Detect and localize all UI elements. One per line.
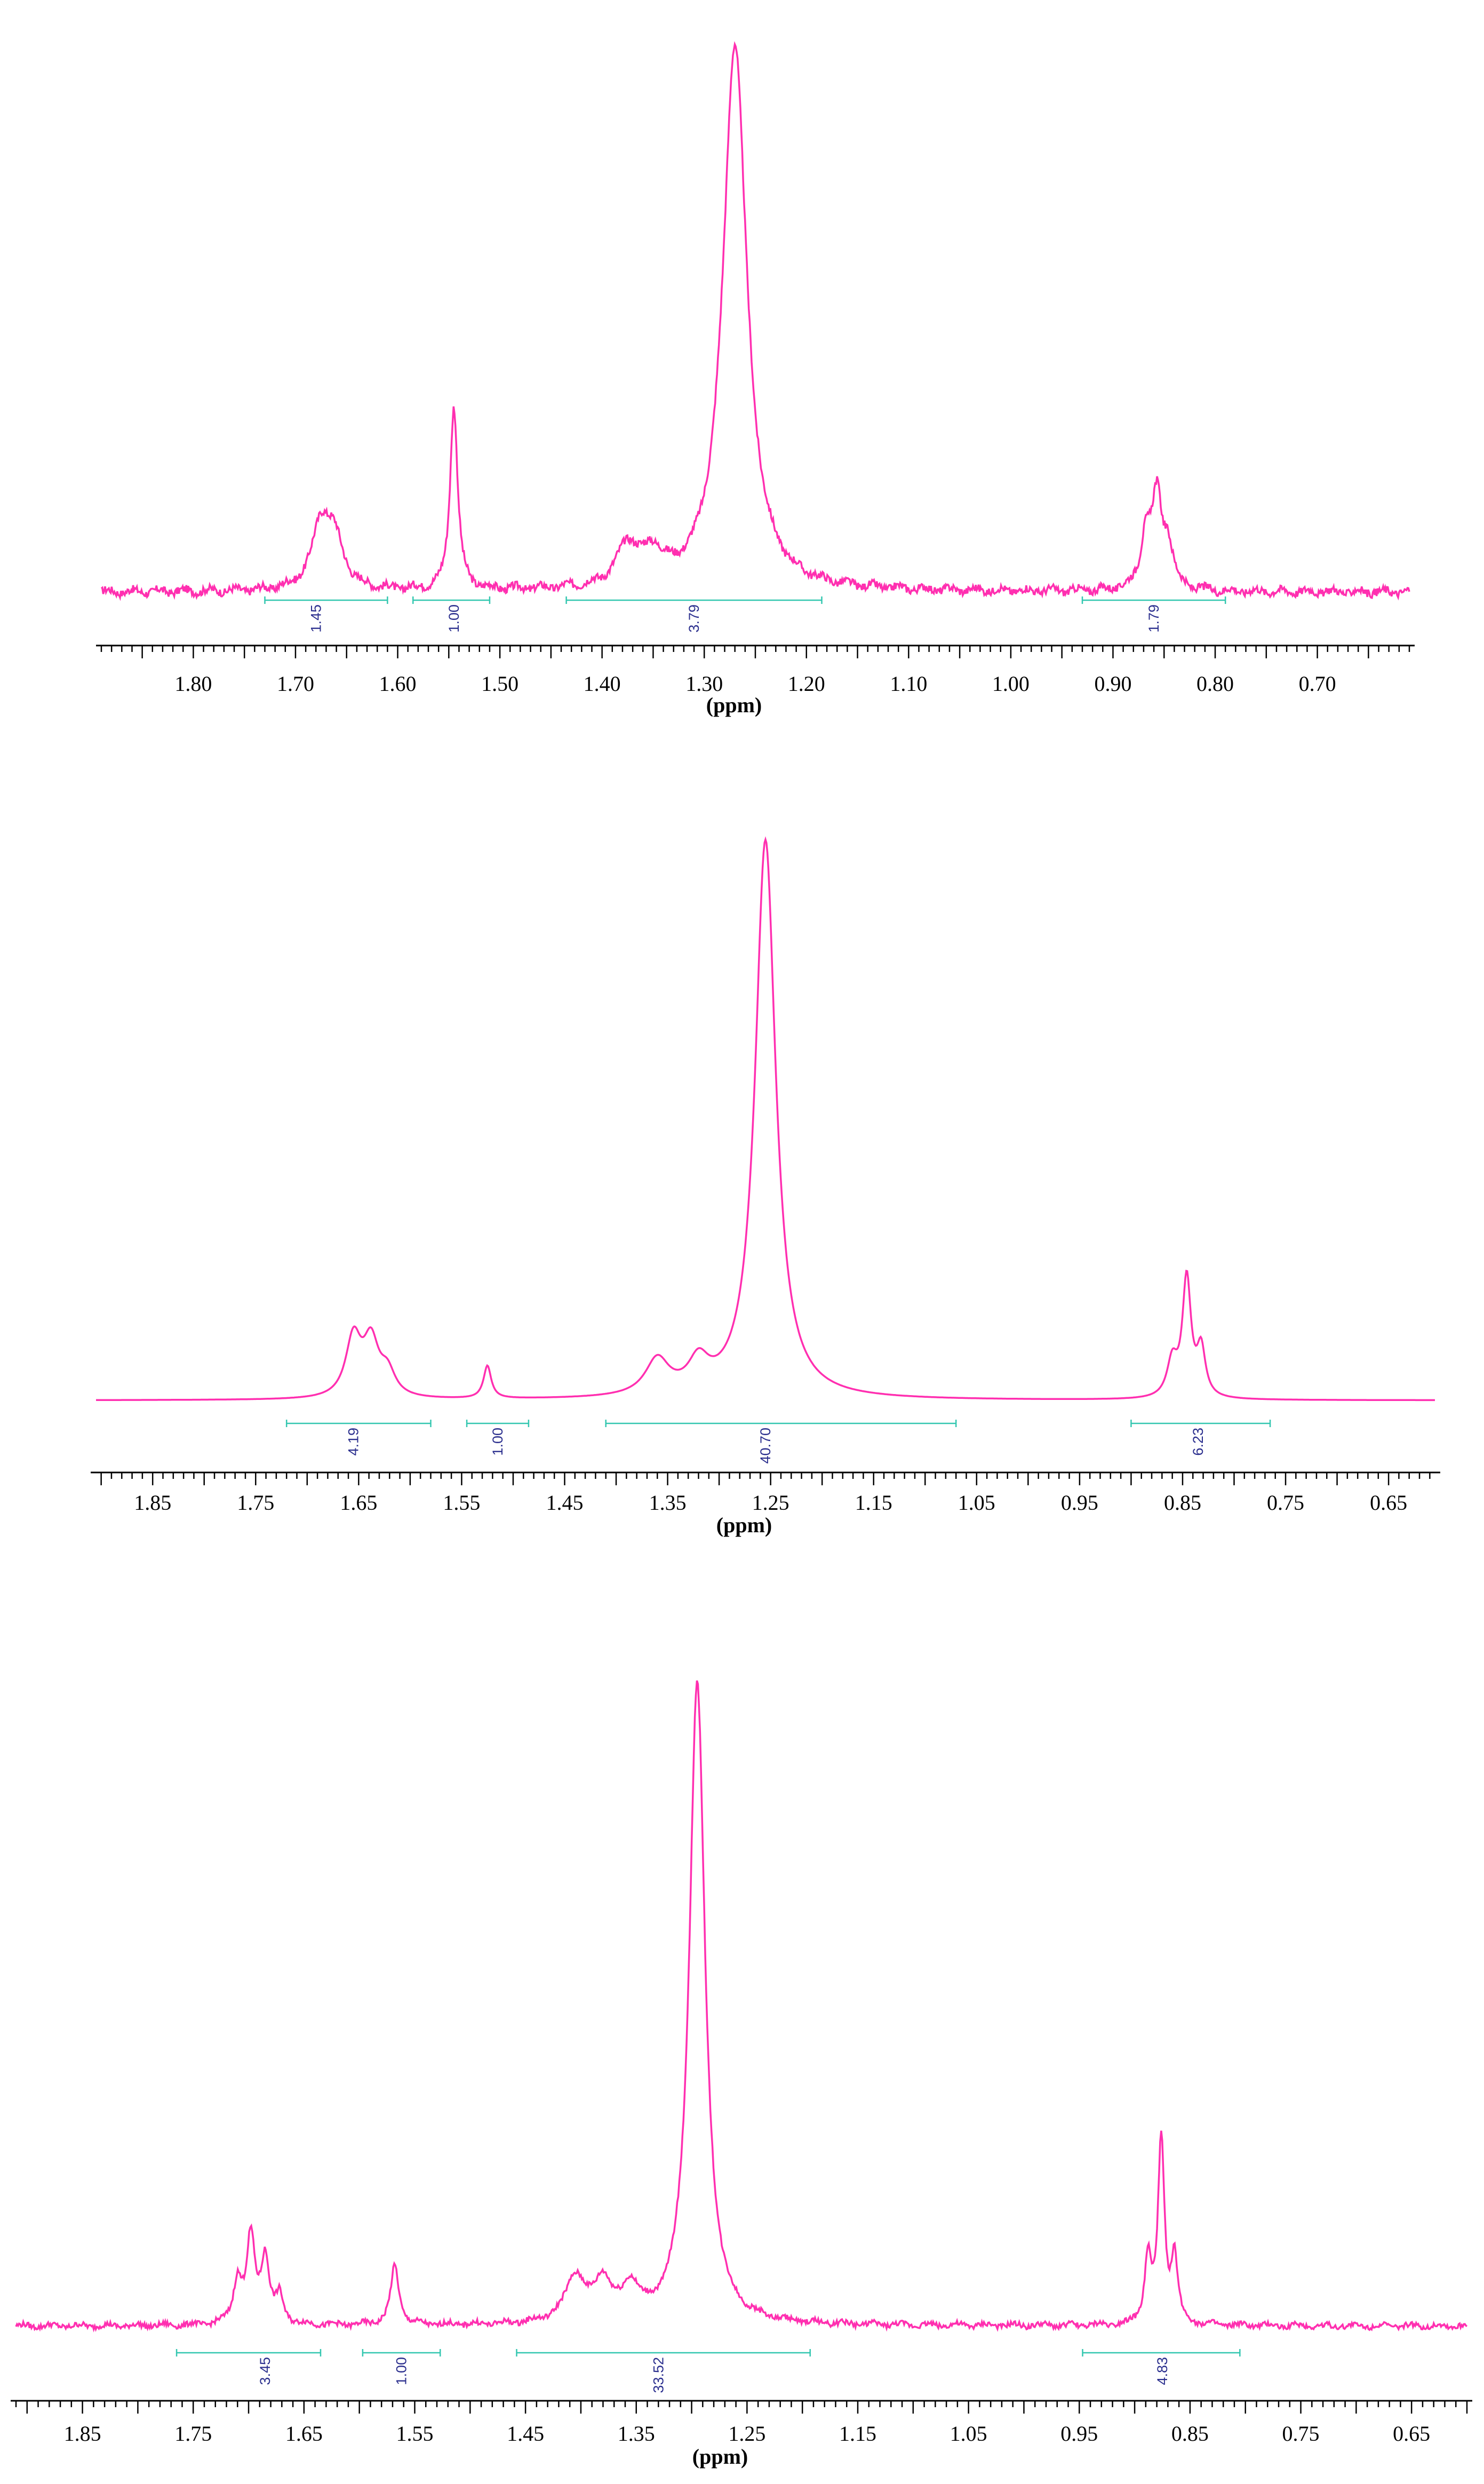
integral-value: 4.19 xyxy=(346,1428,362,1456)
x-tick-label: 1.45 xyxy=(546,1491,584,1515)
x-tick-label: 1.05 xyxy=(958,1491,995,1515)
x-tick-label: 0.75 xyxy=(1282,2422,1320,2446)
x-tick-label: 1.75 xyxy=(174,2422,212,2446)
spectrum-line xyxy=(96,836,1435,1402)
x-tick-label: 1.55 xyxy=(396,2422,433,2446)
integral-value: 3.79 xyxy=(686,604,702,633)
x-tick-label: 0.70 xyxy=(1299,672,1336,696)
x-tick-label: 0.65 xyxy=(1370,1491,1407,1515)
x-tick-label: 0.90 xyxy=(1094,672,1131,696)
x-tick-label: 1.35 xyxy=(618,2422,655,2446)
x-tick-label: 1.25 xyxy=(752,1491,789,1515)
x-tick-label: 1.40 xyxy=(584,672,621,696)
x-tick-label: 1.15 xyxy=(839,2422,876,2446)
spectrum-panel-top: 1.45 1.00 3.79 1.79 1.80 1.70 1.60 1.50 1.40 1.30… xyxy=(96,41,1415,717)
integral-value: 1.45 xyxy=(308,604,324,633)
x-tick-label: 1.85 xyxy=(134,1491,171,1515)
x-tick-label: 1.75 xyxy=(237,1491,274,1515)
integral-value: 33.52 xyxy=(650,2357,666,2393)
x-tick-label: 1.25 xyxy=(728,2422,765,2446)
integral-value: 1.00 xyxy=(394,2357,410,2385)
x-tick-label: 0.65 xyxy=(1393,2422,1430,2446)
x-tick-label: 0.85 xyxy=(1171,2422,1209,2446)
x-tick-label: 1.30 xyxy=(685,672,723,696)
spectrum-line xyxy=(100,41,1410,601)
x-tick-label: 1.65 xyxy=(285,2422,323,2446)
integral-value: 1.00 xyxy=(446,604,462,633)
integral-value: 1.00 xyxy=(490,1428,506,1456)
x-axis-title: (ppm) xyxy=(692,2445,748,2469)
x-axis-title: (ppm) xyxy=(716,1513,772,1537)
x-tick-label: 0.75 xyxy=(1267,1491,1304,1515)
integral-value: 3.45 xyxy=(257,2357,273,2385)
x-tick-label: 0.95 xyxy=(1060,2422,1098,2446)
spectrum-panel-middle: 4.19 1.00 40.70 6.23 1.85 1.75 1.65 1.55 1.45 1.3… xyxy=(91,836,1440,1537)
x-axis-title: (ppm) xyxy=(706,693,762,717)
x-tick-label: 1.70 xyxy=(277,672,314,696)
x-tick-label: 1.45 xyxy=(507,2422,544,2446)
x-tick-label: 1.60 xyxy=(379,672,417,696)
x-tick-label: 1.15 xyxy=(855,1491,892,1515)
x-tick-label: 1.35 xyxy=(649,1491,687,1515)
x-tick-label: 1.80 xyxy=(174,672,212,696)
x-tick-label: 1.10 xyxy=(890,672,927,696)
x-tick-label: 0.80 xyxy=(1196,672,1234,696)
x-tick-label: 0.85 xyxy=(1164,1491,1201,1515)
x-tick-label: 1.50 xyxy=(481,672,518,696)
spectrum-panel-bottom: 3.45 1.00 33.52 4.83 1.85 1.75 1.65 1.55 1.45 1.3… xyxy=(11,1680,1472,2469)
integral-value: 4.83 xyxy=(1154,2357,1170,2385)
x-tick-label: 1.65 xyxy=(340,1491,377,1515)
x-tick-label: 1.85 xyxy=(64,2422,101,2446)
x-tick-label: 1.20 xyxy=(788,672,825,696)
integral-value: 6.23 xyxy=(1190,1428,1206,1456)
x-tick-label: 1.00 xyxy=(992,672,1030,696)
x-tick-label: 0.95 xyxy=(1061,1491,1098,1515)
integral-value: 40.70 xyxy=(757,1428,773,1464)
integral-value: 1.79 xyxy=(1146,604,1162,633)
spectrum-line xyxy=(15,1680,1468,2332)
x-tick-label: 1.55 xyxy=(443,1491,480,1515)
x-tick-label: 1.05 xyxy=(950,2422,987,2446)
